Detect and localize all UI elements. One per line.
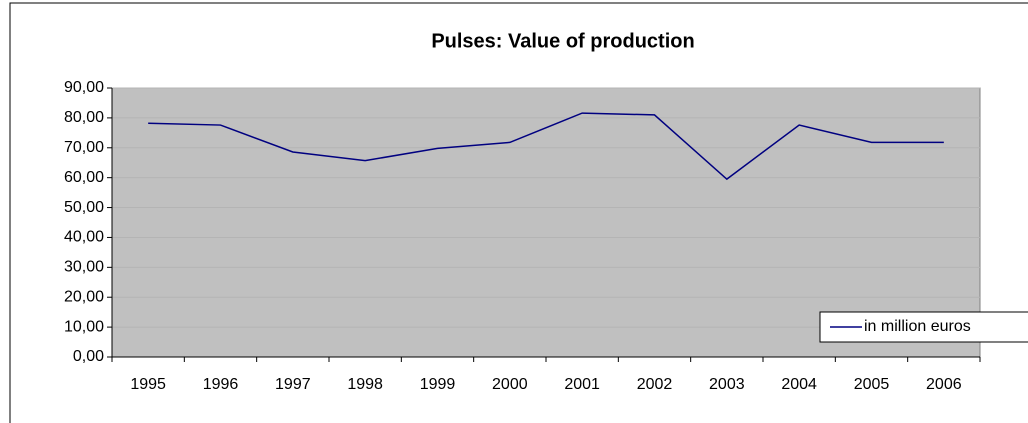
x-tick-label: 2006 — [926, 376, 962, 393]
chart-title: Pulses: Value of production — [431, 30, 694, 52]
x-tick-label: 1999 — [420, 376, 456, 393]
y-tick-label: 40,00 — [64, 229, 104, 246]
data-line — [148, 112, 944, 181]
x-tick-label: 1996 — [203, 376, 239, 393]
legend-label: in million euros — [864, 318, 971, 335]
y-tick-label: 90,00 — [64, 79, 104, 96]
x-tick-label: 1997 — [275, 376, 311, 393]
x-tick-label: 1998 — [347, 376, 383, 393]
y-tick-label: 20,00 — [64, 288, 104, 305]
x-tick-label: 2003 — [709, 376, 745, 393]
x-tick-label: 2001 — [564, 376, 600, 393]
x-tick-label: 1995 — [130, 376, 166, 393]
y-tick-label: 30,00 — [64, 259, 104, 276]
x-tick-label: 2005 — [854, 376, 890, 393]
x-tick-label: 2000 — [492, 376, 528, 393]
x-tick-label: 2002 — [637, 376, 673, 393]
y-tick-label: 0,00 — [73, 348, 104, 365]
y-tick-label: 60,00 — [64, 169, 104, 186]
y-tick-label: 70,00 — [64, 139, 104, 156]
y-tick-label: 50,00 — [64, 199, 104, 216]
x-tick-label: 2004 — [781, 376, 817, 393]
y-tick-label: 80,00 — [64, 109, 104, 126]
y-tick-label: 10,00 — [64, 318, 104, 335]
